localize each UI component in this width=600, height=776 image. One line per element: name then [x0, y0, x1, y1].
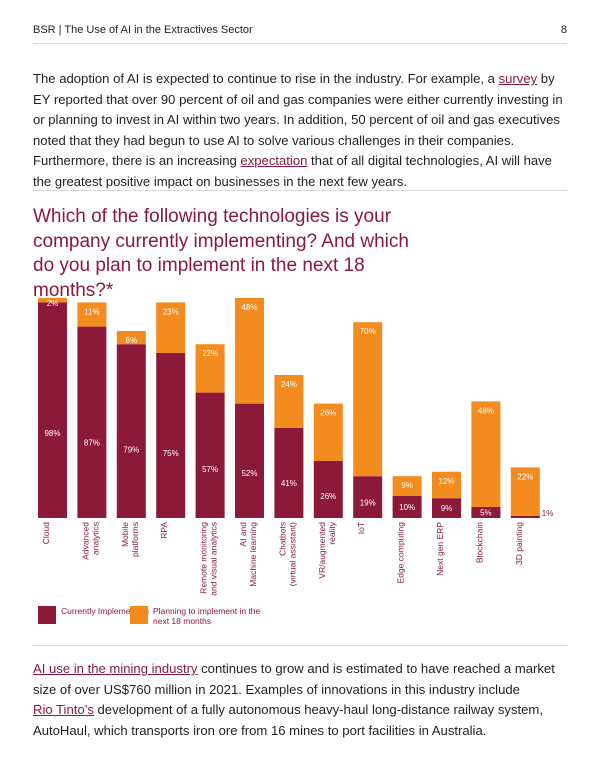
category-tick-label: AI andMachine learning — [238, 522, 258, 587]
data-label-planning: 24% — [281, 380, 297, 389]
data-label-current: 41% — [281, 479, 297, 488]
bar-current — [313, 460, 343, 518]
category-tick-label: Cloud — [41, 522, 51, 544]
bar-planning — [392, 476, 422, 496]
closing-text-1: continues to grow and is estimated to ha… — [33, 661, 555, 697]
bar-planning — [195, 344, 225, 393]
data-label-current: 1% — [542, 509, 554, 518]
closing-paragraph: AI use in the mining industry continues … — [33, 659, 567, 741]
bar-planning — [77, 302, 107, 327]
data-label-planning: 26% — [320, 409, 336, 418]
section-divider — [33, 190, 567, 191]
bar-current — [195, 392, 225, 518]
page-header: BSR | The Use of AI in the Extractives S… — [33, 22, 567, 40]
data-label-current: 19% — [360, 498, 376, 507]
data-label-current: 75% — [163, 449, 179, 458]
data-label-planning: 11% — [84, 307, 99, 316]
data-label-planning: 12% — [438, 477, 454, 486]
category-tick-label: Remote monitoringand visual analytics — [199, 522, 219, 596]
bar-planning — [116, 331, 146, 345]
stacked-bar-chart: 98% 2% Cloud 87% 11% Advancedanalytics 79% 6% Mo… — [38, 298, 554, 596]
bar-planning — [156, 302, 186, 353]
data-label-planning: 70% — [360, 327, 376, 336]
data-label-current: 52% — [241, 469, 257, 478]
document-title: BSR | The Use of AI in the Extractives S… — [33, 24, 253, 36]
bar-planning — [274, 375, 304, 428]
legend-current-swatch — [38, 606, 56, 624]
bar-planning — [432, 471, 461, 499]
data-label-planning: 23% — [163, 307, 179, 316]
category-tick-label: IoT — [356, 522, 366, 534]
bar-current — [274, 427, 304, 518]
intro-paragraph: The adoption of AI is expected to contin… — [33, 69, 567, 192]
bar-current — [77, 326, 107, 518]
expectation-link[interactable]: expectation — [240, 153, 308, 168]
data-label-current: 26% — [320, 492, 336, 501]
header-divider — [33, 43, 567, 44]
bar-planning — [353, 322, 383, 477]
bar-current — [235, 403, 264, 518]
category-tick-label: Chatbots(virtual assistant) — [277, 522, 297, 586]
bar-planning — [235, 298, 264, 404]
closing-text-2: development of a fully autonomous heavy-… — [33, 702, 543, 738]
intro-text-3: that of all digital technologies, AI wil… — [33, 153, 552, 189]
survey-link[interactable]: survey — [498, 71, 538, 86]
chart-question-heading: Which of the following technologies is y… — [33, 206, 409, 301]
bar-current — [116, 344, 146, 518]
category-tick-label: 3D painting — [514, 522, 524, 565]
category-tick-label: VR/augmentedreality — [317, 521, 337, 578]
data-label-current: 10% — [399, 503, 415, 512]
bar-planning — [510, 467, 540, 516]
data-label-planning: 6% — [126, 336, 138, 345]
data-label-current: 9% — [441, 504, 453, 513]
bar-current — [392, 496, 422, 518]
bar-current — [38, 302, 67, 518]
data-label-planning: 48% — [478, 406, 494, 415]
page-number: 8 — [560, 24, 567, 36]
bar-current — [471, 507, 501, 518]
data-label-planning: 22% — [517, 472, 533, 481]
data-label-planning: 9% — [401, 481, 413, 490]
legend-divider — [33, 645, 567, 646]
data-label-planning: 48% — [241, 303, 257, 312]
category-tick-label: Next gen ERP — [435, 522, 445, 576]
mining-industry-link[interactable]: AI use in the mining industry — [33, 661, 198, 676]
rio-tinto-link[interactable]: Rio Tinto’s — [33, 702, 94, 717]
category-tick-label: Edge computing — [396, 522, 406, 584]
data-label-current: 79% — [123, 445, 139, 454]
category-tick-label: Blockchain — [474, 522, 484, 563]
data-label-planning: 2% — [47, 299, 59, 308]
legend-planning-swatch — [130, 606, 148, 624]
bar-current — [432, 498, 461, 518]
data-label-planning: 22% — [202, 349, 218, 358]
intro-text-2: by EY reported that over 90 percent of o… — [33, 71, 563, 168]
bar-current — [353, 476, 383, 518]
data-label-current: 5% — [480, 509, 492, 518]
data-label-current: 98% — [44, 429, 60, 438]
intro-text-1: The adoption of AI is expected to contin… — [33, 71, 499, 86]
legend-current-label: Currently Implementing — [61, 606, 149, 616]
bar-planning — [313, 403, 343, 461]
data-label-current: 57% — [202, 465, 218, 474]
bar-current — [510, 515, 540, 518]
data-label-current: 87% — [84, 438, 100, 447]
bar-planning — [471, 401, 501, 507]
bar-current — [156, 353, 186, 518]
bar-planning — [38, 298, 67, 303]
category-tick-label: Mobileplatforms — [120, 522, 140, 557]
category-tick-label: Advancedanalytics — [80, 522, 100, 560]
legend-planning-label: Planning to implement in the next 18 mon… — [153, 606, 261, 626]
category-tick-label: RPA — [159, 522, 169, 539]
